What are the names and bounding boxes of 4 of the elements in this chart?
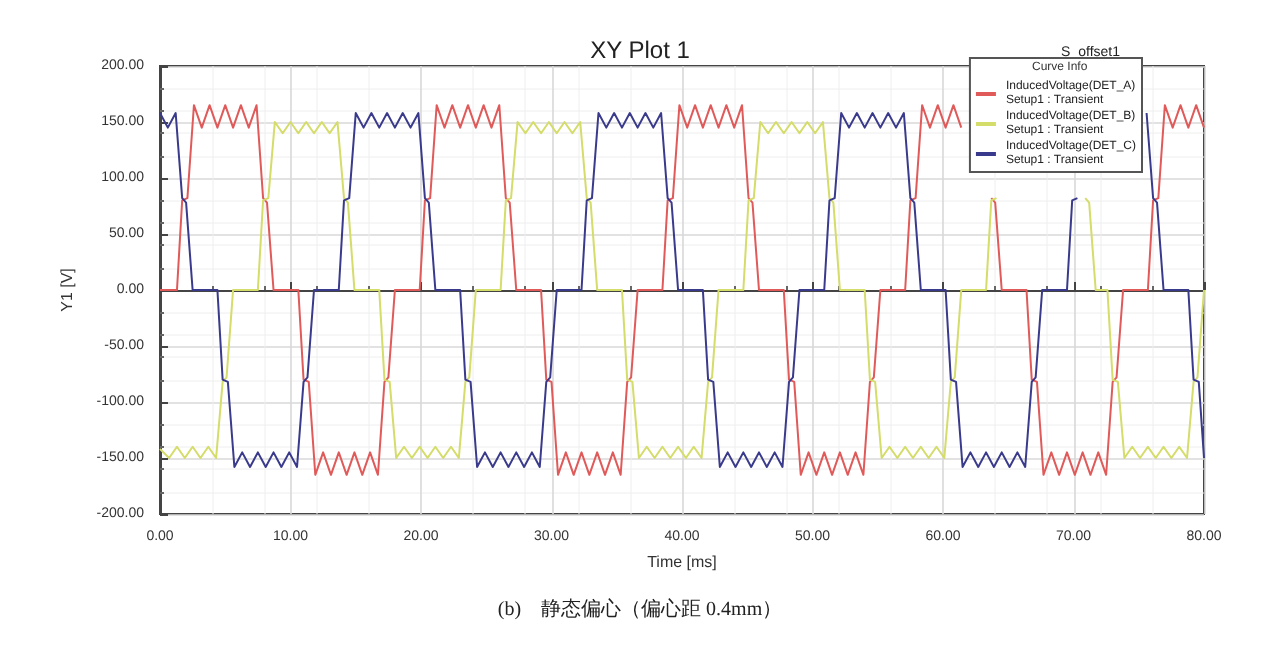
x-axis-title: Time [ms] [647,552,717,571]
text: (b) 静态偏心（偏心距 0.4mm） [497,597,783,621]
y-axis-title: Y1 [V] [57,268,76,312]
chart-title: XY Plot 1 [590,36,691,64]
